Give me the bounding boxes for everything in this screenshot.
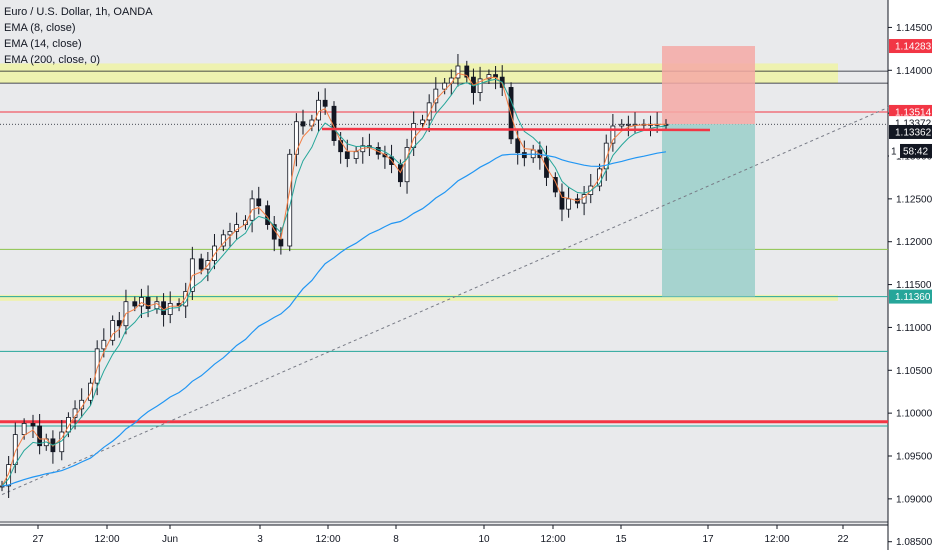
price-tick-label: 1.10500 — [896, 366, 932, 377]
price-tick-label: 1.11500 — [896, 280, 932, 291]
candle[interactable] — [316, 99, 321, 121]
price-tick-label: 1.08500 — [896, 537, 932, 548]
candle[interactable] — [139, 297, 144, 307]
chart-legend: Euro / U.S. Dollar, 1h, OANDA EMA (8, cl… — [4, 4, 153, 68]
take-profit-zone[interactable] — [662, 124, 755, 297]
candle[interactable] — [493, 74, 498, 78]
candle[interactable] — [404, 147, 410, 183]
candle[interactable] — [433, 88, 439, 104]
ema8-line[interactable] — [1, 72, 667, 487]
candle[interactable] — [338, 140, 344, 153]
ema200-line[interactable] — [1, 151, 667, 487]
candle[interactable] — [464, 65, 470, 78]
candle[interactable] — [212, 245, 217, 261]
candle[interactable] — [619, 123, 625, 127]
candle[interactable] — [145, 297, 151, 309]
time-tick-label: 17 — [702, 534, 714, 545]
candle[interactable] — [110, 320, 116, 341]
candle[interactable] — [220, 234, 226, 247]
time-tick-label: 12:00 — [540, 534, 565, 545]
time-tick-label: 10 — [478, 534, 490, 545]
entry-price-label: 1.13362 — [895, 127, 932, 138]
countdown-timer: 58:42 — [903, 146, 928, 157]
time-tick-label: Jun — [162, 534, 178, 545]
candle[interactable] — [566, 198, 572, 210]
time-tick-label: 22 — [837, 534, 849, 545]
candle[interactable] — [552, 177, 558, 193]
time-tick-label: 8 — [393, 534, 399, 545]
candle[interactable] — [132, 301, 138, 307]
time-tick-label: 12:00 — [94, 534, 119, 545]
candle[interactable] — [300, 121, 306, 127]
candle[interactable] — [353, 151, 359, 159]
legend-ema14[interactable]: EMA (14, close) — [4, 38, 82, 50]
candle[interactable] — [442, 82, 448, 90]
candle[interactable] — [344, 151, 350, 159]
time-axis[interactable] — [0, 525, 888, 550]
candle[interactable] — [610, 125, 616, 144]
candle[interactable] — [521, 152, 527, 159]
level-price-label-bg — [889, 104, 932, 119]
candle[interactable] — [455, 65, 461, 79]
time-tick-label: 3 — [257, 534, 263, 545]
candle[interactable] — [477, 78, 483, 93]
legend-ema8[interactable]: EMA (8, close) — [4, 22, 76, 34]
time-tick-label: 12:00 — [764, 534, 789, 545]
entry-price-label-bg — [889, 124, 932, 139]
stop-price-label-bg — [889, 39, 932, 54]
price-tick-label: 1.09000 — [896, 494, 932, 505]
legend-ema200[interactable]: EMA (200, close, 0) — [4, 54, 100, 66]
price-tick-label: 1.12500 — [896, 194, 932, 205]
time-tick-label: 27 — [32, 534, 44, 545]
price-tick-label: 1.12000 — [896, 237, 932, 248]
candle[interactable] — [322, 99, 328, 107]
resistance-line[interactable] — [321, 127, 711, 132]
candle[interactable] — [256, 198, 262, 207]
price-tick-label: 1.14000 — [896, 66, 932, 77]
candle[interactable] — [559, 191, 565, 210]
support-zone — [0, 63, 838, 84]
price-axis[interactable] — [888, 0, 932, 550]
candle[interactable] — [426, 102, 432, 121]
candle[interactable] — [420, 119, 425, 124]
target-price-label-bg — [889, 289, 932, 304]
candle[interactable] — [486, 74, 492, 80]
time-tick-label: 12:00 — [315, 534, 340, 545]
candle[interactable] — [116, 320, 122, 327]
candle[interactable] — [278, 238, 284, 247]
price-tick-label: 1.09500 — [896, 452, 932, 463]
candle[interactable] — [30, 423, 36, 427]
legend-symbol: Euro / U.S. Dollar, 1h, OANDA — [4, 6, 153, 18]
candle[interactable] — [66, 417, 71, 433]
candle[interactable] — [515, 138, 521, 153]
countdown-prefix: 1 — [891, 146, 897, 157]
candle[interactable] — [227, 231, 233, 236]
price-tick-label: 1.11000 — [896, 323, 932, 334]
time-tick-label: 15 — [615, 534, 627, 545]
candle[interactable] — [198, 258, 204, 270]
candle[interactable] — [101, 339, 107, 350]
target-price-label: 1.11360 — [895, 292, 931, 303]
candle[interactable] — [21, 423, 27, 435]
price-tick-label: 1.14500 — [896, 23, 932, 34]
stop-loss-zone[interactable] — [662, 46, 755, 125]
countdown-badge — [900, 143, 932, 158]
level-price-label: 1.13514 — [895, 107, 932, 118]
stop-price-label: 1.14283 — [895, 42, 932, 53]
price-tick-label: 1.10000 — [896, 409, 932, 420]
current-price-label: 1.13372 — [895, 119, 932, 130]
candle[interactable] — [94, 348, 100, 384]
candle[interactable] — [625, 123, 631, 126]
support-zone — [0, 294, 838, 301]
